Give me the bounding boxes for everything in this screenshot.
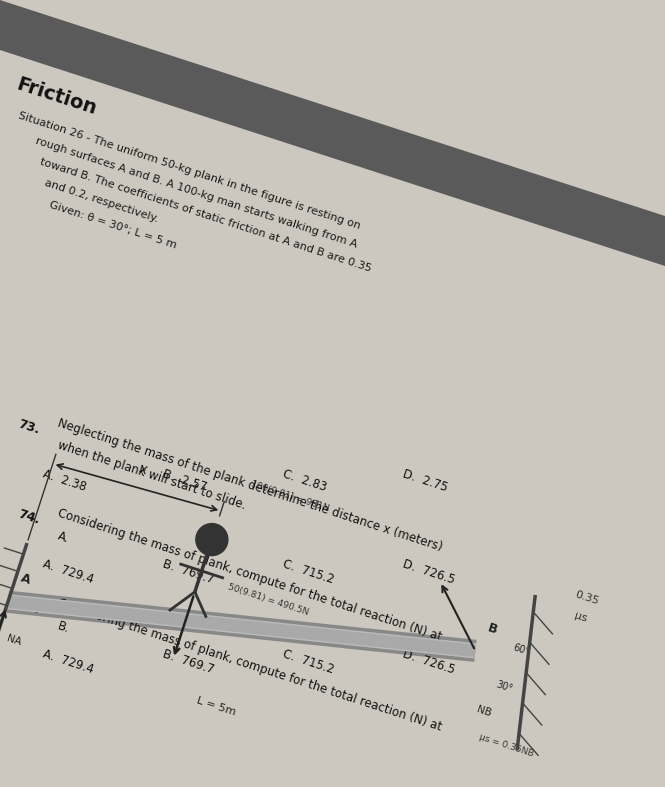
Text: 50(9.81) = 490.5N: 50(9.81) = 490.5N xyxy=(227,582,310,617)
Text: GILLESANIA ENG: GILLESANIA ENG xyxy=(25,15,165,73)
Text: D.  726.5: D. 726.5 xyxy=(401,557,456,586)
Text: C.  715.2: C. 715.2 xyxy=(281,557,336,586)
Text: Considering the mass of plank, compute for the total reaction (N) at: Considering the mass of plank, compute f… xyxy=(56,597,444,734)
Text: B.  2.57: B. 2.57 xyxy=(161,467,208,493)
Text: Neglecting the mass of the plank determine the distance x (meters): Neglecting the mass of the plank determi… xyxy=(56,417,444,554)
Text: 0.35: 0.35 xyxy=(574,589,600,607)
Text: Given: θ = 30°; L = 5 m: Given: θ = 30°; L = 5 m xyxy=(34,195,178,250)
Text: NA: NA xyxy=(5,634,23,648)
Text: B: B xyxy=(486,621,499,637)
Text: rough surfaces A and B. A 100-kg man starts walking from A: rough surfaces A and B. A 100-kg man sta… xyxy=(21,131,358,249)
Text: B.  769.7: B. 769.7 xyxy=(161,557,215,586)
Text: B.: B. xyxy=(56,619,71,635)
Circle shape xyxy=(196,523,228,556)
Text: 75.: 75. xyxy=(16,597,41,616)
Text: C.  715.2: C. 715.2 xyxy=(281,647,336,676)
Text: A.  2.38: A. 2.38 xyxy=(41,467,88,493)
Text: D.  726.5: D. 726.5 xyxy=(401,647,456,676)
Text: Considering the mass of plank, compute for the total reaction (N) at: Considering the mass of plank, compute f… xyxy=(56,507,444,644)
Text: toward B. The coefficients of static friction at A and B are 0.35: toward B. The coefficients of static fri… xyxy=(25,153,373,274)
Text: μs: μs xyxy=(573,610,589,623)
Text: and 0.2, respectively.: and 0.2, respectively. xyxy=(30,174,160,224)
Text: x: x xyxy=(136,462,149,478)
Text: L = 5m: L = 5m xyxy=(195,695,237,717)
Polygon shape xyxy=(0,0,665,266)
Text: NB: NB xyxy=(476,704,493,719)
Text: B.  769.7: B. 769.7 xyxy=(161,647,215,676)
Text: 74.: 74. xyxy=(16,507,41,527)
Text: 100(9.81) = 981N: 100(9.81) = 981N xyxy=(250,479,330,513)
Text: Situation 26 - The uniform 50-kg plank in the figure is resting on: Situation 26 - The uniform 50-kg plank i… xyxy=(17,110,362,231)
Text: A.  729.4: A. 729.4 xyxy=(41,647,95,676)
Text: A.  729.4: A. 729.4 xyxy=(41,557,95,586)
Text: when the plank will start to slide.: when the plank will start to slide. xyxy=(56,439,247,512)
Text: D.  2.75: D. 2.75 xyxy=(401,467,450,493)
Text: A: A xyxy=(19,572,32,587)
Text: 73.: 73. xyxy=(16,417,41,436)
Text: Friction: Friction xyxy=(14,75,99,119)
Text: C.  2.83: C. 2.83 xyxy=(281,467,329,493)
Text: μs = 0.35NB: μs = 0.35NB xyxy=(478,732,535,758)
Text: 30°: 30° xyxy=(495,679,514,694)
Text: A.: A. xyxy=(56,529,71,545)
Text: 60°: 60° xyxy=(512,643,531,657)
